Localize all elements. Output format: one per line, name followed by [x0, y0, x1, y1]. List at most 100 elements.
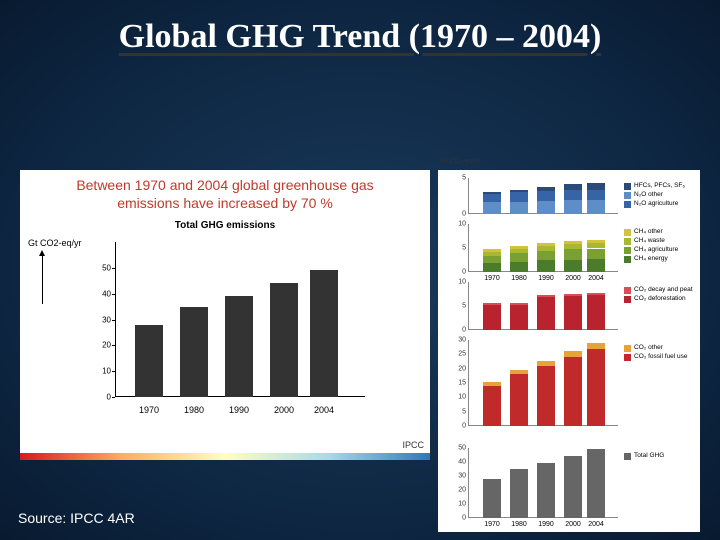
- right-xlabel: 1980: [511, 521, 527, 528]
- right-bar-segment: [587, 183, 605, 189]
- right-bar-segment: [537, 295, 555, 297]
- right-legend: CO₂ decay and peatCO₂ deforestation: [624, 286, 698, 304]
- right-bar-segment: [537, 260, 555, 272]
- right-bar-segment: [564, 357, 582, 426]
- right-bar-segment: [564, 456, 582, 518]
- legend-swatch: [624, 238, 631, 245]
- right-bar-segment: [587, 240, 605, 243]
- legend-item: Total GHG: [624, 452, 698, 460]
- legend-item: CH₄ energy: [624, 255, 698, 263]
- right-bar-segment: [483, 305, 501, 330]
- color-bar: [20, 453, 430, 460]
- legend-swatch: [624, 192, 631, 199]
- right-ytick: 5: [454, 303, 466, 310]
- right-bar-segment: [587, 349, 605, 426]
- right-xlabel: 1990: [538, 275, 554, 282]
- left-bar: [225, 296, 253, 397]
- right-xlabel: 1980: [511, 275, 527, 282]
- right-bar-segment: [510, 370, 528, 374]
- right-bar-segment: [483, 192, 501, 193]
- right-bar-segment: [564, 296, 582, 330]
- legend-label: CO₂ other: [634, 344, 663, 352]
- right-bar-segment: [510, 190, 528, 192]
- left-bar: [310, 270, 338, 397]
- right-bar-segment: [564, 294, 582, 296]
- right-bar-segment: [564, 190, 582, 201]
- right-bar-segment: [537, 246, 555, 251]
- legend-item: CH₄ other: [624, 228, 698, 236]
- left-xlabel: 1970: [139, 405, 159, 415]
- right-xlabel: 1970: [484, 275, 500, 282]
- right-bar-segment: [483, 249, 501, 251]
- right-bar-segment: [510, 192, 528, 201]
- right-legend: Total GHG: [624, 452, 698, 461]
- right-bar-segment: [564, 249, 582, 259]
- legend-swatch: [624, 256, 631, 263]
- legend-swatch: [624, 247, 631, 254]
- right-bar-segment: [537, 191, 555, 201]
- right-bar-segment: [587, 293, 605, 295]
- right-ytick: 0: [454, 269, 466, 276]
- legend-swatch: [624, 229, 631, 236]
- right-xlabel: 1990: [538, 521, 554, 528]
- right-bar-segment: [483, 263, 501, 272]
- legend-item: CO₂ decay and peat: [624, 286, 698, 294]
- right-ytick: 20: [454, 487, 466, 494]
- left-xlabel: 2000: [274, 405, 294, 415]
- left-bar-chart: 0102030405019701980199020002004: [115, 242, 365, 417]
- ipcc-attribution: IPCC: [402, 440, 424, 450]
- legend-swatch: [624, 201, 631, 208]
- legend-label: N₂O agriculture: [634, 200, 678, 208]
- right-ytick: 10: [454, 279, 466, 286]
- legend-item: N₂O other: [624, 191, 698, 199]
- legend-item: CO₂ deforestation: [624, 295, 698, 303]
- left-header: Between 1970 and 2004 global greenhouse …: [20, 170, 430, 214]
- right-bar-segment: [483, 202, 501, 214]
- left-bar: [135, 325, 163, 397]
- right-xlabel: 2000: [565, 521, 581, 528]
- left-ytick: 10: [93, 367, 111, 376]
- right-bar-segment: [483, 479, 501, 518]
- left-ytick: 40: [93, 289, 111, 298]
- right-bar-segment: [537, 463, 555, 518]
- right-bar-segment: [587, 249, 605, 260]
- legend-swatch: [624, 287, 631, 294]
- right-bar-segment: [564, 241, 582, 244]
- legend-swatch: [624, 354, 631, 361]
- right-ytick: 10: [454, 221, 466, 228]
- left-y-axis-label: Gt CO2-eq/yr: [28, 238, 82, 248]
- right-subpanel: 0102030405019701980199020002004: [468, 448, 618, 518]
- right-ytick: 50: [454, 445, 466, 452]
- right-ytick: 25: [454, 351, 466, 358]
- right-bar-segment: [510, 262, 528, 272]
- right-bar-segment: [537, 243, 555, 246]
- right-bar-segment: [587, 200, 605, 214]
- legend-item: N₂O agriculture: [624, 200, 698, 208]
- legend-label: CH₄ other: [634, 228, 663, 236]
- legend-label: CO₂ fossil fuel use: [634, 353, 687, 361]
- right-ytick: 0: [454, 211, 466, 218]
- right-bar-segment: [510, 249, 528, 253]
- left-ytick: 0: [93, 393, 111, 402]
- right-xlabel: 1970: [484, 521, 500, 528]
- right-ytick: 0: [454, 327, 466, 334]
- right-xlabel: 2004: [588, 521, 604, 528]
- right-bar-segment: [510, 246, 528, 249]
- legend-label: CH₄ energy: [634, 255, 668, 263]
- right-bar-segment: [537, 187, 555, 191]
- right-bar-segment: [510, 253, 528, 262]
- left-y-axis: [115, 242, 116, 397]
- legend-item: CO₂ other: [624, 344, 698, 352]
- legend-label: N₂O other: [634, 191, 663, 199]
- legend-swatch: [624, 453, 631, 460]
- right-bar-segment: [537, 366, 555, 426]
- left-header-line2: emissions have increased by 70 %: [117, 195, 333, 211]
- right-ytick: 30: [454, 337, 466, 344]
- right-bar-segment: [510, 305, 528, 330]
- right-bar-segment: [587, 449, 605, 518]
- right-ytick: 5: [454, 175, 466, 182]
- right-ytick: 20: [454, 365, 466, 372]
- right-ytick: 5: [454, 245, 466, 252]
- left-bar: [270, 283, 298, 397]
- right-subpanel: 05: [468, 178, 618, 214]
